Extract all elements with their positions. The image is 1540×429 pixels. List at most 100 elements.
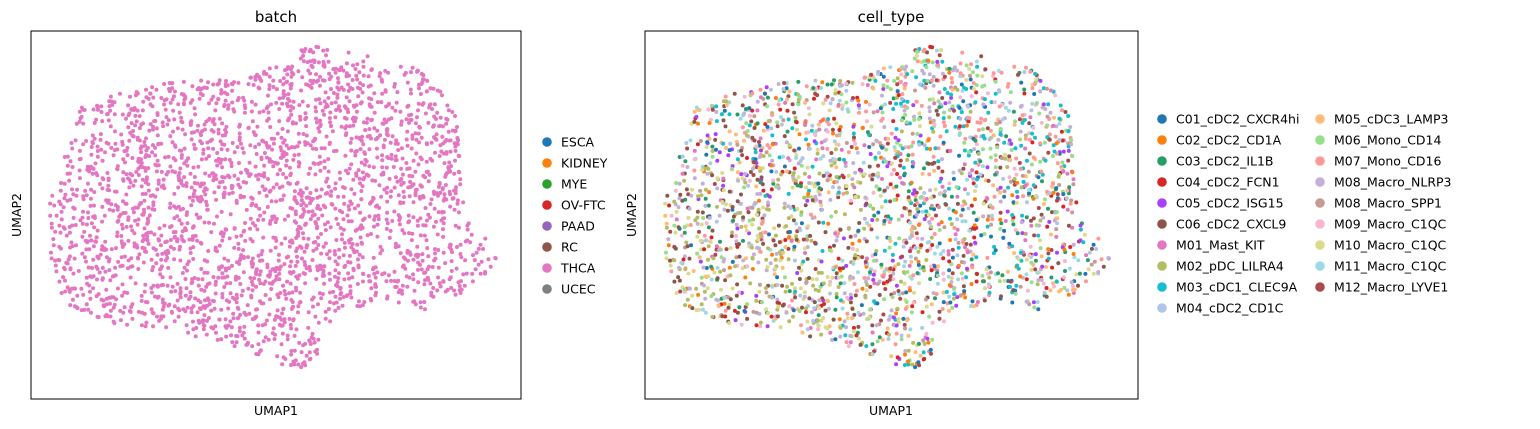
cell-type-point (1042, 290, 1047, 295)
cell-type-point (880, 177, 884, 181)
cell-type-point (1089, 262, 1094, 267)
batch-legend-marker (542, 200, 552, 210)
cell-type-point (820, 146, 825, 151)
cell-type-point (1070, 225, 1075, 230)
batch-point (246, 255, 250, 260)
batch-point (352, 191, 357, 196)
cell-type-point (1066, 148, 1071, 153)
batch-point (391, 165, 396, 169)
batch-point (217, 78, 222, 83)
batch-point (139, 144, 144, 149)
cell-type-point (885, 164, 890, 169)
batch-point (205, 140, 210, 145)
batch-point (96, 256, 101, 261)
cell-type-point (991, 71, 996, 76)
batch-point (361, 59, 366, 64)
batch-point (182, 146, 187, 151)
cell-type-point (1044, 86, 1049, 91)
cell-type-point (802, 290, 807, 295)
cell-type-point (1078, 227, 1083, 232)
cell-type-point (1069, 138, 1074, 143)
batch-point (114, 297, 119, 302)
cell-type-point (1032, 233, 1037, 238)
cell-type-point (838, 227, 843, 232)
batch-point (136, 166, 141, 171)
batch-point (410, 174, 415, 179)
batch-point (215, 151, 220, 155)
batch-point (289, 352, 294, 357)
batch-point (214, 158, 219, 163)
cell-type-point (854, 146, 859, 151)
cell-type-point (782, 201, 787, 206)
batch-point (441, 221, 446, 226)
cell-type-point (745, 264, 750, 269)
cell-type-point (870, 218, 875, 222)
cell-type-point (802, 171, 807, 176)
cell-type-point (721, 141, 726, 146)
cell-type-point (942, 124, 947, 129)
batch-point (225, 147, 230, 152)
batch-point (329, 124, 333, 129)
batch-point (224, 298, 229, 303)
cell-type-point (790, 281, 794, 286)
cell-type-point (679, 233, 684, 238)
batch-point (378, 71, 383, 76)
cell-type-point (864, 288, 869, 293)
cell-type-point (780, 265, 785, 270)
cell-type-point (807, 175, 812, 179)
cell-type-point (849, 145, 854, 149)
cell-type-point (894, 283, 899, 288)
cell-type-point (999, 70, 1004, 75)
batch-point (179, 221, 184, 226)
batch-point (259, 155, 264, 160)
cell-type-point (1063, 110, 1068, 114)
batch-point (161, 124, 166, 129)
cell-type-point (937, 309, 942, 314)
cell-type-point (1083, 271, 1088, 276)
cell-type-point (701, 216, 706, 220)
batch-point (84, 193, 89, 198)
cell-type-point (806, 130, 811, 135)
batch-point (436, 275, 441, 280)
batch-point (249, 295, 254, 300)
batch-point (95, 144, 100, 149)
batch-point (393, 175, 398, 180)
batch-point (434, 219, 438, 224)
batch-point (281, 172, 286, 176)
batch-point (177, 218, 182, 223)
cell-type-point (911, 140, 916, 145)
batch-point (367, 147, 372, 152)
cell-type-point (828, 197, 833, 202)
cell-type-point (1024, 257, 1029, 262)
batch-point (282, 317, 287, 322)
cell-type-point (757, 140, 761, 144)
batch-point (336, 305, 341, 310)
cell-type-point (704, 145, 709, 149)
batch-point (361, 279, 365, 284)
batch-point (262, 210, 267, 215)
cell-type-point (960, 50, 965, 55)
batch-point (325, 220, 330, 225)
cell-type-point (692, 148, 697, 153)
batch-point (219, 91, 224, 96)
batch-point (445, 103, 450, 108)
cell-type-point (704, 266, 709, 270)
cell-type-point (905, 318, 910, 323)
batch-point (351, 266, 356, 271)
batch-point (188, 294, 193, 299)
batch-point (61, 225, 66, 230)
cell-type-point (764, 268, 769, 273)
batch-point (102, 213, 107, 218)
cell-type-point (1081, 240, 1086, 245)
cell-type-point (865, 256, 869, 261)
cell-type-point (856, 336, 861, 341)
batch-point (168, 205, 172, 210)
batch-point (163, 155, 168, 160)
cell-type-point (703, 310, 708, 315)
batch-legend-label: UCEC (561, 282, 596, 297)
cell-type-point (1030, 101, 1035, 106)
batch-point (337, 255, 342, 260)
cell-type-point (823, 308, 828, 313)
batch-point (234, 198, 239, 203)
cell-type-point (913, 256, 918, 261)
